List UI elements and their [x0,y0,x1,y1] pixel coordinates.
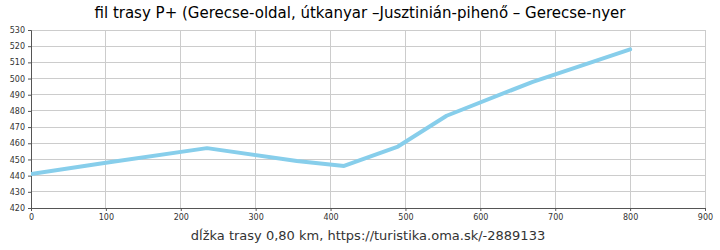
tick-label: 200 [174,213,189,222]
grid-line-x [555,30,556,208]
y-axis: 420 430 440 450 460 470 480 490 500 510 520 530 [10,26,32,213]
tick-label: 0 [29,213,34,222]
tick-mark [28,46,31,47]
tick: 420 [10,204,31,213]
grid-line-x [105,30,106,208]
x-axis-label: dĺžka trasy 0,80 km, https://turistika.o… [191,228,545,243]
grid-line-x [630,30,631,208]
tick-mark [28,62,31,63]
tick-label: 700 [548,213,563,222]
tick-label: 400 [323,213,338,222]
tick-label: 530 [10,26,25,35]
tick-label: 500 [10,75,25,84]
tick: 490 [10,91,31,100]
grid-line-y [31,110,705,111]
tick-mark [28,111,31,112]
tick: 400 [323,208,338,222]
tick: 200 [174,208,189,222]
axis-line [28,31,32,209]
tick-mark [480,208,481,211]
tick-mark [28,192,31,193]
tick-mark [28,208,31,209]
tick-label: 510 [10,58,25,67]
tick-mark [28,95,31,96]
x-axis: 0 100 200 300 400 500 600 700 800 900 [29,208,713,222]
tick: 520 [10,42,31,51]
grid-line-y [31,175,705,176]
tick-label: 300 [249,213,264,222]
tick-label: 480 [10,107,25,116]
tick-mark [181,208,182,211]
tick-label: 520 [10,42,25,51]
tick-mark [405,208,406,211]
chart: 0 100 200 300 400 500 600 700 800 900 420 430 440 450… [0,0,720,250]
tick-label: 440 [10,172,25,181]
tick-mark [331,208,332,211]
tick-mark [28,143,31,144]
grid-line-y [31,78,705,79]
tick: 530 [10,26,31,35]
grid-line-x [330,30,331,208]
tick-label: 470 [10,123,25,132]
tick-label: 420 [10,204,25,213]
grid-line-y [31,62,705,63]
grid-line-x [255,30,256,208]
tick: 450 [10,156,31,165]
grid-line-y [31,191,705,192]
tick-label: 900 [698,213,713,222]
tick-mark [28,30,31,31]
grid-line-x [180,30,181,208]
tick: 430 [10,188,31,197]
grid-line-x [405,30,406,208]
tick-label: 450 [10,156,25,165]
tick-mark [28,159,31,160]
tick-mark [705,208,706,211]
tick-mark [106,208,107,211]
tick-label: 100 [99,213,114,222]
grid-line-y [31,46,705,47]
tick: 500 [398,208,413,222]
grid-line-x [705,30,706,208]
grid-line-y [31,30,705,31]
tick-label: 460 [10,139,25,148]
grid-line-y [31,94,705,95]
tick-label: 430 [10,188,25,197]
grid [31,30,705,208]
tick: 600 [473,208,488,222]
tick: 700 [548,208,563,222]
tick-label: 600 [473,213,488,222]
elevation-line [31,49,630,174]
tick: 510 [10,58,31,67]
title: fil trasy P+ (Gerecse-oldal, útkanyar –J… [95,4,627,22]
tick-label: 500 [398,213,413,222]
tick: 0 [29,208,34,222]
tick: 800 [623,208,638,222]
tick-mark [28,79,31,80]
grid-line-y [31,127,705,128]
tick: 460 [10,139,31,148]
tick-mark [256,208,257,211]
tick: 500 [10,75,31,84]
grid-line-x [480,30,481,208]
tick: 440 [10,172,31,181]
tick: 100 [99,208,114,222]
plot-area [31,49,630,174]
tick-mark [28,127,31,128]
tick: 470 [10,123,31,132]
tick: 900 [698,208,713,222]
tick-mark [630,208,631,211]
tick-mark [28,176,31,177]
axis-line [32,209,706,212]
tick-label: 490 [10,91,25,100]
tick-label: 800 [623,213,638,222]
tick: 300 [249,208,264,222]
tick: 480 [10,107,31,116]
grid-line-y [31,143,705,144]
tick-mark [555,208,556,211]
